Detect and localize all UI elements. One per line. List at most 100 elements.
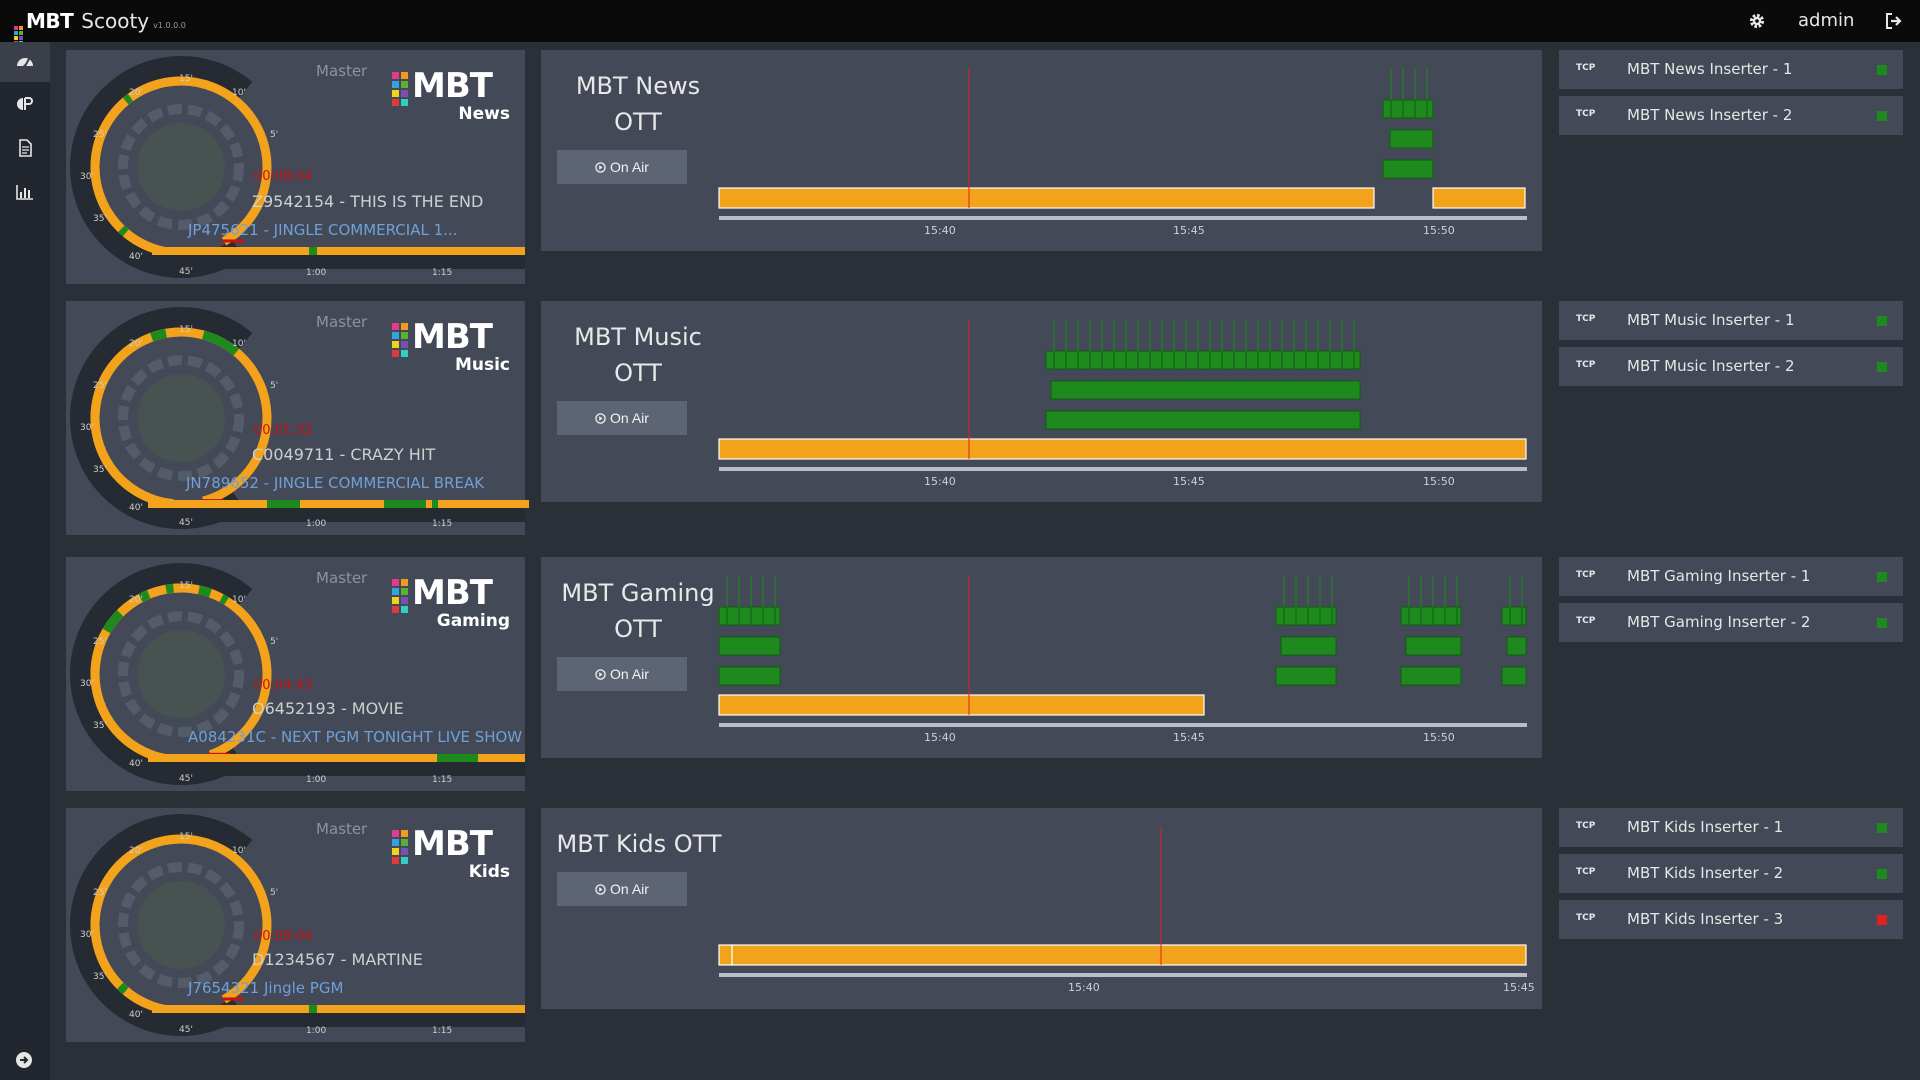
timeline-program-bar [731,944,1527,966]
inserter-item[interactable]: TCP MBT Kids Inserter - 1 [1559,808,1903,847]
dial-tick-label: 5' [270,130,279,140]
master-label: Master [316,569,368,587]
dial-tick-label: 30' [80,172,94,182]
next-clip: JP475621 - JINGLE COMMERCIAL 1... [188,221,458,239]
timeline-clip-block [1045,410,1361,430]
timeline-tick-label: 15:50 [1423,224,1455,237]
clip-progress-bar [148,754,525,762]
dial-inner-ring [118,862,244,988]
dial-tick-label: 5' [270,888,279,898]
timeline-tick-label: 15:40 [924,475,956,488]
protocol-badge: TCP [1576,570,1596,580]
inserter-item[interactable]: TCP MBT Music Inserter - 1 [1559,301,1903,340]
current-clip: Z9542154 - THIS IS THE END [252,192,484,211]
logo-brand: MBT [412,573,493,613]
protocol-badge: TCP [1576,63,1596,73]
dial-inner-ring [118,611,244,737]
inserter-item[interactable]: TCP MBT Gaming Inserter - 1 [1559,557,1903,596]
gear-icon[interactable] [1747,11,1767,31]
inserter-name: MBT Gaming Inserter - 1 [1627,567,1811,585]
nav-documents[interactable] [0,128,50,168]
clock-dial [70,56,525,278]
dial-tick-label: 1:15 [432,519,453,529]
dial-inner-ring [118,104,244,230]
inserter-item[interactable]: TCP MBT Kids Inserter - 2 [1559,854,1903,893]
inserter-name: MBT Music Inserter - 2 [1627,357,1795,375]
status-indicator [1877,316,1887,326]
inserter-item[interactable]: TCP MBT News Inserter - 1 [1559,50,1903,89]
master-label: Master [316,62,368,80]
inserter-item[interactable]: TCP MBT News Inserter - 2 [1559,96,1903,135]
dial-green-segment [138,590,151,603]
document-icon [19,139,32,157]
status-indicator [1877,572,1887,582]
dial-tick-label: 15' [179,581,193,591]
dial-tick-label: 35' [93,972,107,982]
channel-title: MBT Music [574,323,702,351]
timeline-clip-block [1275,666,1337,686]
clock-panel-news: 15' 10' 5' 20' 25' 30' 35' 40' 45' 1:00 1:15 Master… [66,50,525,284]
dial-tick-label: 35' [93,465,107,475]
timeline-clip-block [1501,666,1527,686]
collapse-sidebar-icon[interactable] [14,1050,34,1070]
current-clip: O6452193 - MOVIE [252,699,404,718]
dial-green-segment [150,328,167,342]
next-clip: JN789652 - JINGLE COMMERCIAL BREAK [186,474,485,492]
dial-green-segment [165,583,174,594]
app-brand[interactable]: MBT Scooty v1.0.0.0 [14,9,186,45]
timeline-program-bar [718,187,1375,209]
countdown-timer: 00:01:32 [254,423,313,438]
inserter-item[interactable]: TCP MBT Gaming Inserter - 2 [1559,603,1903,642]
dial-tick-label: 45' [179,774,193,784]
on-air-button[interactable]: On Air [557,401,687,435]
dial-green-segment [122,93,134,105]
dial-tick-label: 10' [232,88,246,98]
dial-tick-label: 1:15 [432,268,453,278]
logout-icon[interactable] [1884,11,1904,31]
dial-tick-label: 25' [93,637,107,647]
nav-dashboard[interactable] [0,42,50,82]
logo-channel: Gaming [436,611,510,631]
clip-bar-segment [384,500,426,508]
dial-tick-label: 35' [93,721,107,731]
dial-tick-label: 45' [179,267,193,277]
app-name: Scooty [81,9,150,33]
on-air-button[interactable]: On Air [557,150,687,184]
nav-playlist[interactable] [0,84,50,124]
current-clip: C0049711 - CRAZY HIT [252,445,436,464]
inserter-item[interactable]: TCP MBT Music Inserter - 2 [1559,347,1903,386]
on-air-button[interactable]: On Air [557,657,687,691]
dial-tick-label: 40' [129,759,143,769]
dial-tick-label: 30' [80,930,94,940]
timeline-clip-block [1405,636,1462,656]
countdown-timer: 00:04:43 [254,678,313,693]
dial-tick-label: 20' [129,88,143,98]
clip-bar-segment [432,500,438,508]
timeline-panel-music: MBT Music OTT On Air 15:40 15:45 15:50 [541,301,1542,502]
master-label: Master [316,313,368,331]
inserter-name: MBT News Inserter - 1 [1627,60,1793,78]
dial-tick-label: 25' [93,381,107,391]
logo-brand: MBT [412,66,493,106]
timeline-clip-block [1280,636,1337,656]
user-menu[interactable]: admin [1798,10,1855,31]
clip-progress-bar [152,1005,525,1013]
dial-tick-label: 1:15 [432,1026,453,1036]
logo-brand: MBT [412,824,493,864]
dial-tick-label: 5' [270,381,279,391]
on-air-button[interactable]: On Air [557,872,687,906]
dial-tick-label: 20' [129,846,143,856]
timeline-tick-label: 15:40 [924,731,956,744]
timeline-clip-block [1382,159,1434,179]
logo-channel: Kids [468,862,510,882]
dial-inner-ring [118,355,244,481]
timeline-chart [718,68,1527,220]
inserter-item[interactable]: TCP MBT Kids Inserter - 3 [1559,900,1903,939]
brand-name: MBT [26,9,74,33]
nav-statistics[interactable] [0,172,50,212]
inserter-name: MBT News Inserter - 2 [1627,106,1793,124]
dial-tick-label: 1:15 [432,775,453,785]
dial-tick-label: 15' [179,325,193,335]
chart-icon [16,185,33,200]
timeline-chart [718,826,1527,977]
